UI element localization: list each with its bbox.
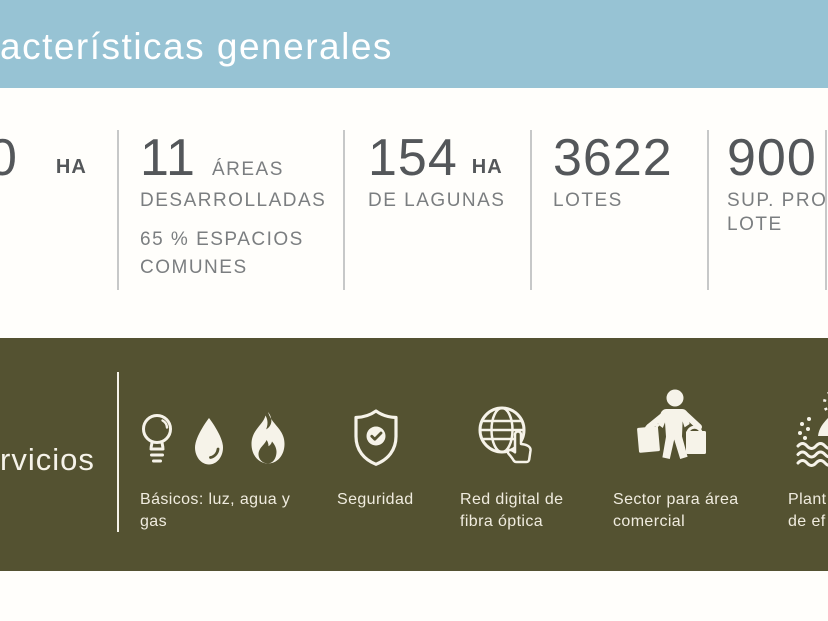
title-bar: acterísticas generales — [0, 0, 828, 88]
stat-superficie-promedio: 900 SUP. PROM LOTE — [727, 130, 828, 237]
stat-lagunas: 154 HA DE LAGUNAS — [368, 130, 505, 213]
sun-water-treatment-icon — [796, 391, 828, 467]
service-red-digital: Red digital de fibra óptica — [460, 388, 563, 533]
divider — [530, 130, 532, 290]
stat-areas-desarrolladas: 11 ÁREAS DESARROLLADAS 65 % ESPACIOS COM… — [140, 130, 326, 282]
stat-label: COMUNES — [140, 257, 248, 278]
stat-unit: ÁREAS — [211, 159, 284, 180]
stat-number: 0 — [0, 129, 18, 187]
stat-lotes: 3622 LOTES — [553, 130, 673, 213]
stat-number: 900 — [727, 129, 817, 187]
stat-label: LOTES — [553, 190, 623, 211]
divider — [343, 130, 345, 290]
page-title: acterísticas generales — [0, 26, 393, 67]
service-label: Seguridad — [337, 491, 414, 508]
globe-click-icon — [478, 406, 532, 464]
service-label: Plant de ef — [788, 491, 827, 530]
stat-label: SUP. PROM — [727, 190, 828, 211]
divider — [825, 130, 827, 290]
flame-icon — [251, 412, 285, 464]
stat-label: 65 % ESPACIOS — [140, 229, 304, 250]
service-basicos: Básicos: luz, agua y gas — [140, 388, 292, 533]
services-title: rvicios — [0, 442, 95, 477]
service-label: Sector para área comercial — [613, 491, 739, 530]
stat-label: DESARROLLADAS — [140, 190, 327, 211]
stat-number: 154 — [368, 129, 458, 187]
stat-superficie: 0 HA — [0, 130, 87, 184]
stat-label: DE LAGUNAS — [368, 190, 506, 211]
stat-label: LOTE — [727, 214, 783, 235]
service-label: Red digital de fibra óptica — [460, 491, 564, 530]
service-sector-comercial: Sector para área comercial — [613, 388, 739, 533]
service-label: Básicos: luz, agua y gas — [140, 491, 291, 530]
stat-number: 3622 — [553, 129, 673, 187]
stat-unit: HA — [55, 156, 87, 178]
water-drop-icon — [195, 418, 223, 465]
divider — [117, 372, 119, 532]
stat-number: 11 — [140, 129, 196, 187]
lightbulb-icon — [142, 414, 172, 463]
service-planta-efluentes: Plant de ef — [788, 388, 828, 533]
service-seguridad: Seguridad — [337, 388, 414, 511]
divider — [707, 130, 709, 290]
shield-check-icon — [354, 409, 398, 466]
shopping-person-icon — [637, 389, 706, 459]
divider — [117, 130, 119, 290]
stat-unit: HA — [471, 156, 503, 178]
services-band: rvicios Básic — [0, 338, 828, 571]
